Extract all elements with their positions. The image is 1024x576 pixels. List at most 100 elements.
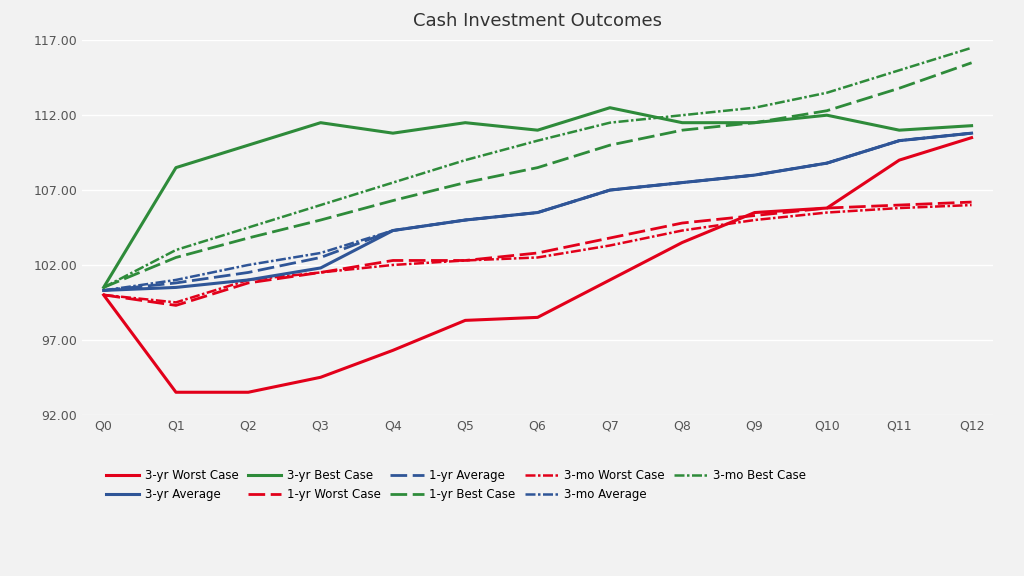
3-mo Average — [749, 172, 761, 179]
1-yr Average — [387, 227, 399, 234]
3-mo Worst Case — [170, 299, 182, 306]
3-yr Average — [314, 264, 327, 271]
3-mo Worst Case — [531, 254, 544, 261]
1-yr Best Case — [459, 179, 471, 186]
1-yr Best Case — [314, 217, 327, 223]
1-yr Average — [821, 160, 834, 166]
3-yr Average — [387, 227, 399, 234]
1-yr Worst Case — [387, 257, 399, 264]
3-mo Average — [966, 130, 978, 137]
3-yr Average — [604, 187, 616, 194]
3-mo Average — [387, 227, 399, 234]
Line: 1-yr Average: 1-yr Average — [103, 133, 972, 290]
Line: 3-yr Worst Case: 3-yr Worst Case — [103, 138, 972, 392]
1-yr Best Case — [387, 197, 399, 204]
1-yr Average — [749, 172, 761, 179]
3-yr Best Case — [604, 104, 616, 111]
1-yr Worst Case — [821, 204, 834, 211]
3-yr Best Case — [170, 164, 182, 171]
3-mo Average — [604, 187, 616, 194]
3-mo Average — [459, 217, 471, 223]
1-yr Average — [170, 279, 182, 286]
1-yr Worst Case — [531, 249, 544, 256]
3-mo Worst Case — [97, 291, 110, 298]
3-mo Worst Case — [242, 276, 254, 283]
3-yr Worst Case — [893, 157, 905, 164]
3-mo Best Case — [387, 179, 399, 186]
3-mo Average — [676, 179, 688, 186]
1-yr Worst Case — [242, 279, 254, 286]
3-mo Average — [531, 209, 544, 216]
3-yr Worst Case — [170, 389, 182, 396]
Line: 1-yr Worst Case: 1-yr Worst Case — [103, 202, 972, 305]
1-yr Worst Case — [604, 234, 616, 241]
1-yr Worst Case — [97, 291, 110, 298]
3-mo Average — [242, 262, 254, 268]
3-yr Average — [749, 172, 761, 179]
3-mo Best Case — [97, 284, 110, 291]
3-yr Worst Case — [242, 389, 254, 396]
Line: 1-yr Best Case: 1-yr Best Case — [103, 63, 972, 287]
3-mo Best Case — [749, 104, 761, 111]
3-yr Worst Case — [314, 374, 327, 381]
3-yr Best Case — [893, 127, 905, 134]
3-yr Average — [97, 287, 110, 294]
1-yr Best Case — [242, 234, 254, 241]
Title: Cash Investment Outcomes: Cash Investment Outcomes — [413, 13, 663, 31]
1-yr Average — [97, 287, 110, 294]
3-mo Worst Case — [966, 202, 978, 209]
3-mo Best Case — [459, 157, 471, 164]
3-mo Best Case — [170, 247, 182, 253]
3-yr Best Case — [314, 119, 327, 126]
Line: 3-yr Best Case: 3-yr Best Case — [103, 108, 972, 287]
3-mo Best Case — [893, 67, 905, 74]
3-mo Average — [97, 287, 110, 294]
3-yr Average — [676, 179, 688, 186]
3-mo Average — [821, 160, 834, 166]
3-yr Best Case — [97, 284, 110, 291]
3-yr Average — [170, 284, 182, 291]
1-yr Average — [604, 187, 616, 194]
3-mo Average — [314, 249, 327, 256]
1-yr Best Case — [170, 254, 182, 261]
3-mo Worst Case — [749, 217, 761, 223]
3-mo Worst Case — [821, 209, 834, 216]
1-yr Worst Case — [459, 257, 471, 264]
1-yr Average — [314, 254, 327, 261]
3-yr Worst Case — [749, 209, 761, 216]
3-yr Worst Case — [604, 276, 616, 283]
3-yr Average — [459, 217, 471, 223]
3-mo Worst Case — [676, 227, 688, 234]
3-mo Worst Case — [604, 242, 616, 249]
3-mo Worst Case — [387, 262, 399, 268]
3-yr Average — [531, 209, 544, 216]
1-yr Worst Case — [966, 199, 978, 206]
1-yr Worst Case — [314, 269, 327, 276]
1-yr Average — [531, 209, 544, 216]
3-mo Worst Case — [459, 257, 471, 264]
Line: 3-mo Worst Case: 3-mo Worst Case — [103, 205, 972, 302]
1-yr Best Case — [97, 284, 110, 291]
1-yr Worst Case — [893, 202, 905, 209]
3-yr Average — [966, 130, 978, 137]
1-yr Best Case — [966, 59, 978, 66]
3-mo Best Case — [242, 224, 254, 231]
1-yr Average — [966, 130, 978, 137]
3-mo Best Case — [314, 202, 327, 209]
Line: 3-yr Average: 3-yr Average — [103, 133, 972, 290]
1-yr Best Case — [893, 85, 905, 92]
1-yr Best Case — [604, 142, 616, 149]
3-yr Worst Case — [966, 134, 978, 141]
1-yr Worst Case — [170, 302, 182, 309]
3-yr Average — [821, 160, 834, 166]
3-yr Worst Case — [821, 204, 834, 211]
3-yr Worst Case — [97, 291, 110, 298]
1-yr Average — [893, 137, 905, 144]
3-yr Worst Case — [459, 317, 471, 324]
3-yr Best Case — [387, 130, 399, 137]
Line: 3-mo Best Case: 3-mo Best Case — [103, 48, 972, 287]
1-yr Average — [459, 217, 471, 223]
3-yr Best Case — [242, 142, 254, 149]
1-yr Best Case — [749, 119, 761, 126]
1-yr Worst Case — [676, 219, 688, 226]
